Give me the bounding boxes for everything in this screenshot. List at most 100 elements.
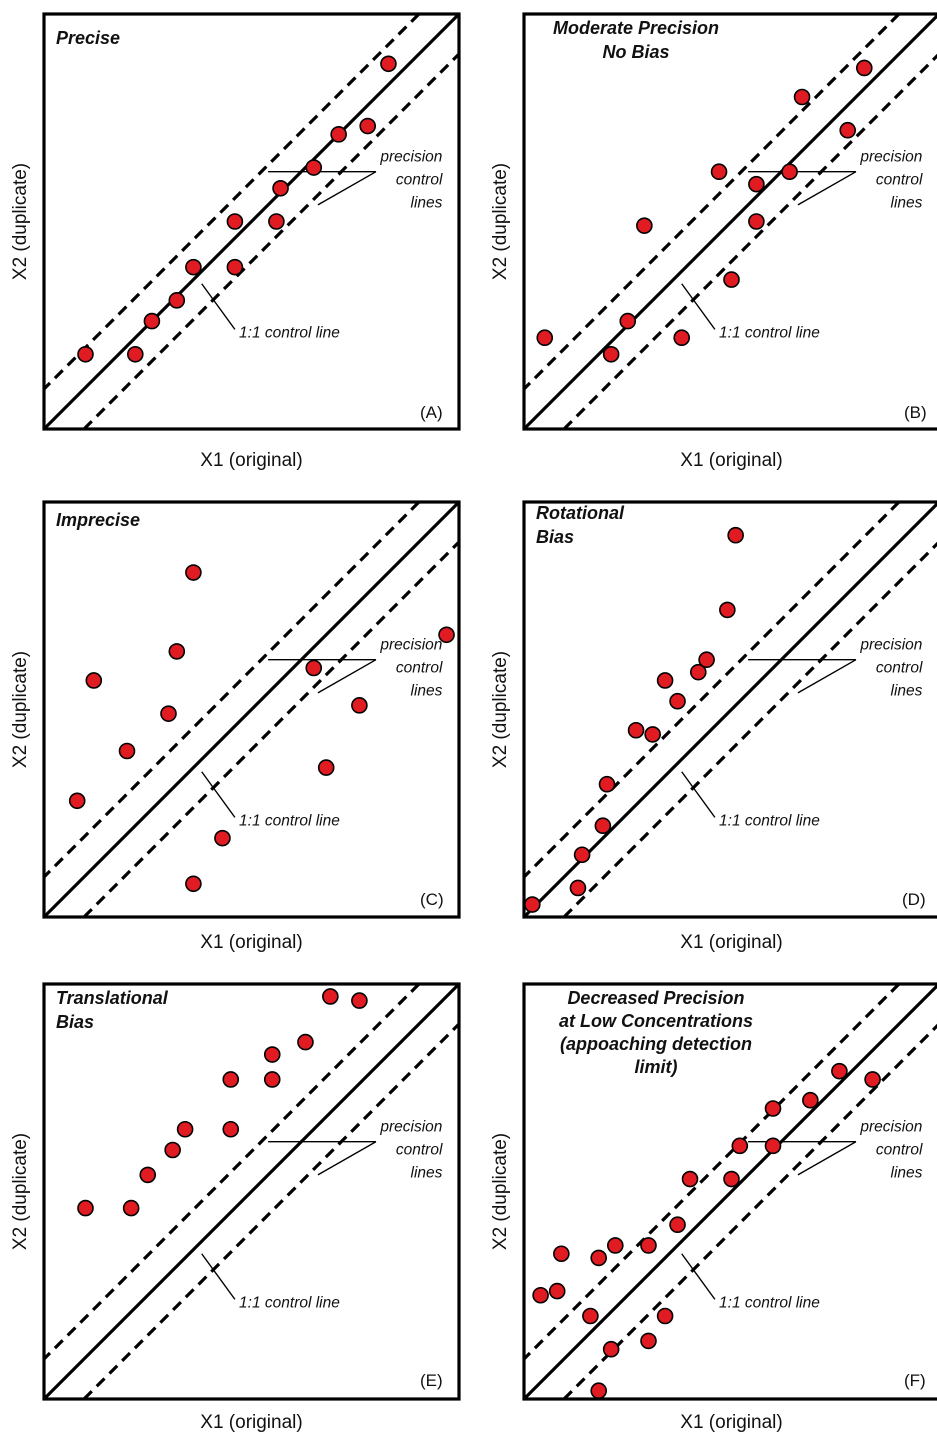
data-point bbox=[297, 1033, 314, 1051]
lower-precision-line bbox=[82, 51, 459, 429]
y-axis-label: X2 (duplicate) bbox=[490, 1133, 511, 1250]
lower-precision-line bbox=[562, 53, 937, 429]
data-point bbox=[627, 721, 645, 739]
data-point bbox=[727, 526, 744, 544]
plot-area bbox=[524, 14, 937, 429]
data-point bbox=[590, 1382, 608, 1399]
one-to-one-line bbox=[524, 984, 937, 1399]
upper-precision-line bbox=[44, 14, 421, 392]
precision-annotation-line: lines bbox=[411, 194, 443, 211]
precision-annotation-line: control bbox=[396, 659, 443, 676]
plot-frame bbox=[522, 12, 937, 431]
panel-tag: (C) bbox=[420, 890, 444, 909]
data-point bbox=[748, 213, 765, 230]
data-point bbox=[222, 1071, 240, 1088]
plot-frame bbox=[522, 982, 937, 1401]
data-point bbox=[582, 1307, 599, 1325]
precision-annotation-line: lines bbox=[891, 682, 923, 699]
data-point bbox=[176, 1120, 194, 1138]
data-point bbox=[305, 159, 323, 176]
x-axis-label: X1 (original) bbox=[200, 932, 302, 953]
data-point bbox=[553, 1245, 570, 1263]
data-point bbox=[77, 1199, 94, 1217]
lower-precision-line bbox=[562, 1023, 937, 1399]
data-point bbox=[594, 817, 612, 835]
data-point bbox=[636, 217, 653, 234]
one-to-one-leader bbox=[681, 283, 716, 330]
data-point bbox=[214, 829, 231, 847]
upper-precision-line bbox=[44, 502, 421, 880]
data-point bbox=[322, 988, 339, 1005]
scatter-panel-e: precision control lines 1:1 control line Tra… bbox=[10, 982, 461, 1433]
data-point bbox=[85, 672, 103, 689]
data-point bbox=[640, 1237, 657, 1254]
data-point bbox=[781, 163, 798, 180]
data-point bbox=[710, 163, 728, 180]
precision-annotation-line: control bbox=[876, 1141, 923, 1158]
panel-title-line: at Low Concentrations bbox=[559, 1011, 753, 1031]
data-point bbox=[226, 258, 244, 276]
lower-precision-line bbox=[562, 541, 937, 917]
panel-tag: (D) bbox=[902, 890, 926, 909]
one-to-one-leader bbox=[681, 1253, 716, 1300]
panel-title-line: Bias bbox=[536, 527, 574, 547]
plot-frame bbox=[42, 500, 461, 919]
data-point bbox=[143, 312, 161, 330]
plot-frame bbox=[522, 500, 937, 919]
data-point bbox=[77, 345, 94, 363]
data-point bbox=[268, 213, 285, 230]
precision-annotation-line: precision bbox=[859, 148, 922, 165]
data-point bbox=[839, 121, 857, 139]
upper-precision-line bbox=[524, 502, 901, 880]
scatter-panel-c: precision control lines 1:1 control line Imp… bbox=[10, 500, 461, 953]
plot-area bbox=[524, 984, 937, 1399]
data-point bbox=[619, 312, 637, 330]
panel-title-line: limit) bbox=[635, 1057, 678, 1077]
y-axis-label: X2 (duplicate) bbox=[10, 651, 31, 768]
panel-title-line: Imprecise bbox=[56, 510, 140, 530]
data-point bbox=[673, 329, 691, 347]
plot-area bbox=[524, 502, 937, 917]
panel-tag: (E) bbox=[420, 1371, 443, 1390]
data-point bbox=[590, 1249, 608, 1267]
one-to-one-annotation: 1:1 control line bbox=[239, 813, 340, 830]
one-to-one-line bbox=[524, 14, 937, 429]
data-point bbox=[127, 345, 144, 363]
one-to-one-leader bbox=[201, 771, 236, 818]
precision-annotation-line: control bbox=[396, 1141, 443, 1158]
one-to-one-annotation: 1:1 control line bbox=[719, 1295, 820, 1312]
data-point bbox=[689, 663, 707, 681]
data-point bbox=[602, 1340, 620, 1358]
data-point bbox=[536, 329, 554, 347]
one-to-one-line bbox=[44, 984, 459, 1399]
data-point bbox=[669, 692, 686, 710]
data-point bbox=[793, 88, 811, 106]
precision-annotation-line: control bbox=[876, 171, 923, 188]
scatter-panel-a: precision control lines 1:1 control line Pre… bbox=[10, 12, 461, 471]
data-point bbox=[656, 672, 674, 689]
lower-precision-line bbox=[82, 539, 459, 917]
data-point bbox=[359, 117, 377, 135]
data-point bbox=[723, 1170, 740, 1188]
data-point bbox=[185, 258, 202, 276]
data-point bbox=[351, 697, 368, 714]
precision-leader bbox=[748, 659, 857, 694]
data-point bbox=[351, 992, 368, 1009]
precision-annotation-line: lines bbox=[891, 1164, 923, 1181]
precision-leader bbox=[748, 171, 857, 206]
data-point bbox=[160, 705, 177, 722]
panel-title-line: Bias bbox=[56, 1012, 94, 1032]
precision-leader bbox=[268, 659, 377, 694]
panel-tag: (B) bbox=[904, 403, 927, 422]
plot-area bbox=[44, 502, 459, 917]
precision-annotation-line: lines bbox=[411, 682, 443, 699]
data-point bbox=[118, 742, 136, 760]
precision-annotation-line: lines bbox=[411, 1164, 443, 1181]
data-point bbox=[523, 896, 541, 913]
data-point bbox=[681, 1170, 699, 1188]
precision-leader bbox=[268, 171, 377, 206]
data-point bbox=[855, 59, 873, 77]
precision-annotation-line: precision bbox=[379, 1118, 442, 1135]
data-point bbox=[831, 1062, 848, 1080]
